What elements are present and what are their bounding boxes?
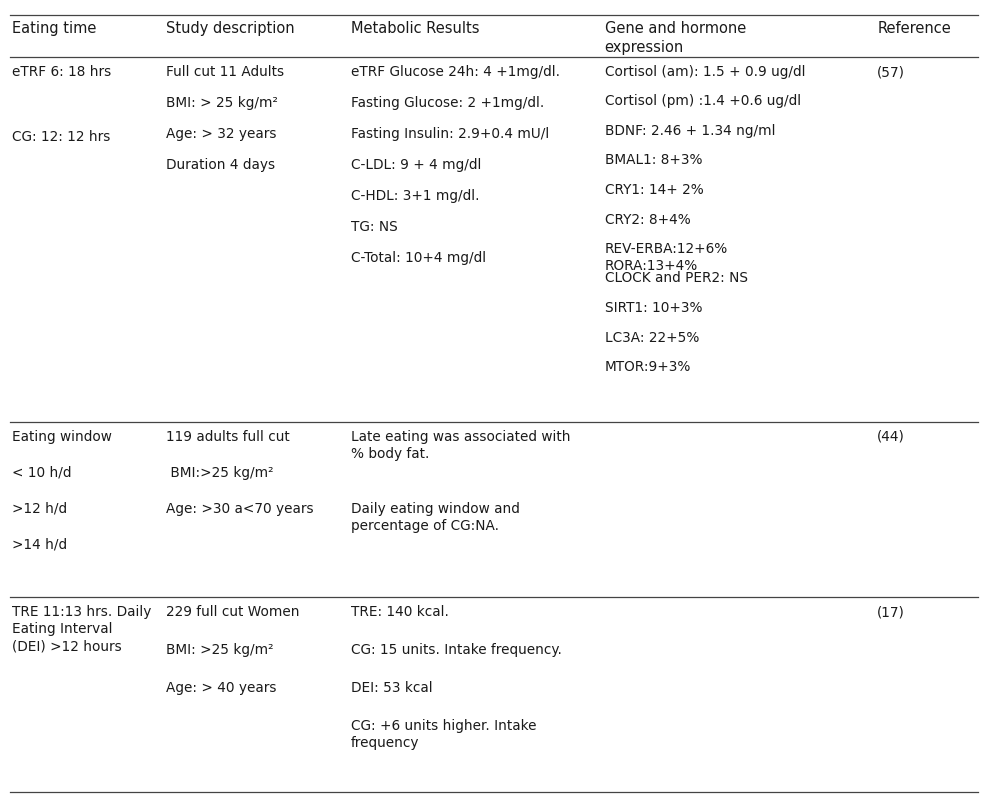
Text: Daily eating window and
percentage of CG:NA.: Daily eating window and percentage of CG… — [351, 502, 520, 533]
Text: Fasting Glucose: 2 +1mg/dl.: Fasting Glucose: 2 +1mg/dl. — [351, 96, 544, 110]
Text: eTRF Glucose 24h: 4 +1mg/dl.: eTRF Glucose 24h: 4 +1mg/dl. — [351, 65, 560, 79]
Text: BMAL1: 8+3%: BMAL1: 8+3% — [605, 154, 702, 167]
Text: CG: 15 units. Intake frequency.: CG: 15 units. Intake frequency. — [351, 643, 561, 657]
Text: Cortisol (am): 1.5 + 0.9 ug/dl: Cortisol (am): 1.5 + 0.9 ug/dl — [605, 65, 805, 79]
Text: Age: > 40 years: Age: > 40 years — [166, 681, 277, 695]
Text: C-HDL: 3+1 mg/dl.: C-HDL: 3+1 mg/dl. — [351, 189, 479, 203]
Text: (44): (44) — [877, 430, 905, 444]
Text: Eating time: Eating time — [12, 21, 96, 36]
Text: TG: NS: TG: NS — [351, 220, 397, 234]
Text: 119 adults full cut: 119 adults full cut — [166, 430, 289, 444]
Text: CRY1: 14+ 2%: CRY1: 14+ 2% — [605, 183, 703, 197]
Text: Age: >30 a<70 years: Age: >30 a<70 years — [166, 502, 313, 516]
Text: SIRT1: 10+3%: SIRT1: 10+3% — [605, 301, 702, 315]
Text: eTRF 6: 18 hrs: eTRF 6: 18 hrs — [12, 65, 111, 79]
Text: Study description: Study description — [166, 21, 294, 36]
Text: Eating window: Eating window — [12, 430, 112, 444]
Text: Cortisol (pm) :1.4 +0.6 ug/dl: Cortisol (pm) :1.4 +0.6 ug/dl — [605, 95, 801, 108]
Text: C-LDL: 9 + 4 mg/dl: C-LDL: 9 + 4 mg/dl — [351, 158, 481, 172]
Text: LC3A: 22+5%: LC3A: 22+5% — [605, 330, 700, 344]
Text: Fasting Insulin: 2.9+0.4 mU/l: Fasting Insulin: 2.9+0.4 mU/l — [351, 127, 549, 141]
Text: < 10 h/d: < 10 h/d — [12, 466, 71, 480]
Text: (17): (17) — [877, 605, 905, 619]
Text: REV-ERBA:12+6%
RORA:13+4%: REV-ERBA:12+6% RORA:13+4% — [605, 242, 728, 273]
Text: BDNF: 2.46 + 1.34 ng/ml: BDNF: 2.46 + 1.34 ng/ml — [605, 124, 776, 138]
Text: BMI: >25 kg/m²: BMI: >25 kg/m² — [166, 643, 274, 657]
Text: Reference: Reference — [877, 21, 951, 36]
Text: TRE: 140 kcal.: TRE: 140 kcal. — [351, 605, 449, 619]
Text: TRE 11:13 hrs. Daily
Eating Interval
(DEI) >12 hours: TRE 11:13 hrs. Daily Eating Interval (DE… — [12, 605, 151, 654]
Text: Metabolic Results: Metabolic Results — [351, 21, 479, 36]
Text: Late eating was associated with
% body fat.: Late eating was associated with % body f… — [351, 430, 570, 461]
Text: C-Total: 10+4 mg/dl: C-Total: 10+4 mg/dl — [351, 251, 486, 265]
Text: Full cut 11 Adults: Full cut 11 Adults — [166, 65, 285, 79]
Text: >14 h/d: >14 h/d — [12, 538, 67, 552]
Text: 229 full cut Women: 229 full cut Women — [166, 605, 299, 619]
Text: CRY2: 8+4%: CRY2: 8+4% — [605, 213, 691, 226]
Text: CG: 12: 12 hrs: CG: 12: 12 hrs — [12, 130, 111, 144]
Text: (57): (57) — [877, 65, 905, 79]
Text: CLOCK and PER2: NS: CLOCK and PER2: NS — [605, 271, 748, 285]
Text: Age: > 32 years: Age: > 32 years — [166, 127, 277, 141]
Text: >12 h/d: >12 h/d — [12, 502, 67, 516]
Text: DEI: 53 kcal: DEI: 53 kcal — [351, 681, 433, 695]
Text: Gene and hormone
expression: Gene and hormone expression — [605, 21, 746, 55]
Text: BMI:>25 kg/m²: BMI:>25 kg/m² — [166, 466, 274, 480]
Text: BMI: > 25 kg/m²: BMI: > 25 kg/m² — [166, 96, 278, 110]
Text: CG: +6 units higher. Intake
frequency: CG: +6 units higher. Intake frequency — [351, 719, 536, 751]
Text: Duration 4 days: Duration 4 days — [166, 158, 275, 172]
Text: MTOR:9+3%: MTOR:9+3% — [605, 360, 691, 374]
